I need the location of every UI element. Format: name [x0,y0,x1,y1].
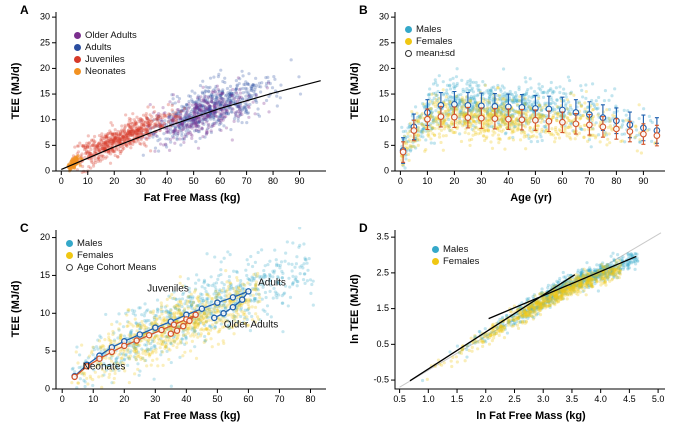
legend-label: Females [416,36,453,47]
legend-label: mean±sd [416,48,456,59]
panel-a-y-axis-label: TEE (MJ/d) [10,62,22,120]
legend-label: Males [416,24,442,35]
legend-label: Females [77,250,114,261]
legend-item: Females [432,256,479,267]
adults-swatch-icon [74,44,81,51]
panel-d-y-axis-label: ln TEE (MJ/d) [349,274,361,344]
legend-label: Males [77,238,103,249]
panel-d-canvas [339,218,677,435]
legend-item: mean±sd [405,48,455,59]
panel-d-x-axis-label: ln Fat Free Mass (kg) [476,410,586,422]
legend-item: Males [405,24,455,35]
legend-label: Older Adults [85,30,137,41]
panel-b-y-axis-label: TEE (MJ/d) [349,62,361,120]
panel-c-canvas [0,218,338,435]
legend-item: Older Adults [74,30,137,41]
females-swatch-icon [66,252,73,259]
panel-c: C TEE (MJ/d) Fat Free Mass (kg) Males Fe… [0,218,338,435]
males-swatch-icon [66,240,73,247]
panel-a: A TEE (MJ/d) Fat Free Mass (kg) Older Ad… [0,0,338,217]
legend-item: Adults [74,42,137,53]
panel-d-legend: Males Females [432,244,479,267]
panel-c-letter: C [20,221,29,235]
panel-b: B TEE (MJ/d) Age (yr) Males Females mean… [339,0,677,217]
panel-d: D ln TEE (MJ/d) ln Fat Free Mass (kg) Ma… [339,218,677,435]
females-swatch-icon [405,38,412,45]
annotation-neonates: Neonates [82,361,126,373]
mean-sd-swatch-icon [405,50,412,57]
legend-item: Females [405,36,455,47]
annotation-juveniles: Juveniles [147,283,189,295]
legend-item: Neonates [74,66,137,77]
legend-label: Males [443,244,469,255]
males-swatch-icon [432,246,439,253]
legend-item: Males [66,238,156,249]
legend-item: Juveniles [74,54,137,65]
panel-b-legend: Males Females mean±sd [405,24,455,59]
legend-label: Females [443,256,480,267]
legend-item: Females [66,250,156,261]
panel-a-x-axis-label: Fat Free Mass (kg) [143,192,241,204]
panel-a-letter: A [20,3,29,17]
legend-label: Age Cohort Means [77,262,157,273]
legend-label: Neonates [85,66,126,77]
legend-item: Age Cohort Means [66,262,156,273]
juveniles-swatch-icon [74,56,81,63]
neonates-swatch-icon [74,68,81,75]
annotation-adults: Adults [258,277,286,289]
panel-c-y-axis-label: TEE (MJ/d) [10,280,22,338]
females-swatch-icon [432,258,439,265]
panel-a-canvas [0,0,338,217]
annotation-older-adults: Older Adults [223,319,279,331]
panel-c-legend: Males Females Age Cohort Means [66,238,156,273]
panel-b-x-axis-label: Age (yr) [510,192,552,204]
legend-label: Adults [85,42,112,53]
panel-b-letter: B [359,3,368,17]
panel-d-letter: D [359,221,368,235]
age-cohort-means-swatch-icon [66,264,73,271]
panel-c-x-axis-label: Fat Free Mass (kg) [143,410,241,422]
legend-item: Males [432,244,479,255]
males-swatch-icon [405,26,412,33]
older-adults-swatch-icon [74,32,81,39]
panel-a-legend: Older Adults Adults Juveniles Neonates [74,30,137,77]
legend-label: Juveniles [85,54,125,65]
panel-b-canvas [339,0,677,217]
